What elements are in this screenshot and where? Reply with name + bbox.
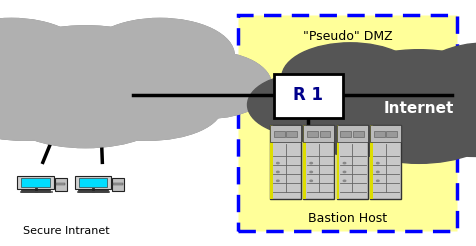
FancyBboxPatch shape <box>55 178 67 191</box>
Text: Bastion Host: Bastion Host <box>308 213 387 225</box>
Ellipse shape <box>0 18 86 92</box>
FancyBboxPatch shape <box>113 183 122 185</box>
Circle shape <box>277 162 279 164</box>
Text: R 1: R 1 <box>293 86 323 105</box>
FancyBboxPatch shape <box>238 15 457 231</box>
Circle shape <box>310 171 312 173</box>
Text: "Pseudo" DMZ: "Pseudo" DMZ <box>303 30 392 43</box>
FancyBboxPatch shape <box>337 125 367 142</box>
Ellipse shape <box>327 50 476 139</box>
Ellipse shape <box>0 26 185 122</box>
FancyBboxPatch shape <box>56 183 65 185</box>
Ellipse shape <box>0 52 24 118</box>
Ellipse shape <box>148 52 271 118</box>
FancyBboxPatch shape <box>307 131 318 137</box>
FancyBboxPatch shape <box>374 131 385 137</box>
FancyBboxPatch shape <box>370 125 373 199</box>
Circle shape <box>310 180 312 182</box>
FancyBboxPatch shape <box>270 125 301 199</box>
Ellipse shape <box>86 18 234 92</box>
FancyBboxPatch shape <box>340 131 351 137</box>
Circle shape <box>377 162 379 164</box>
Ellipse shape <box>0 52 24 118</box>
FancyBboxPatch shape <box>79 178 107 186</box>
FancyBboxPatch shape <box>337 125 367 199</box>
FancyBboxPatch shape <box>20 191 52 192</box>
FancyBboxPatch shape <box>370 125 401 142</box>
Ellipse shape <box>0 26 185 122</box>
Ellipse shape <box>345 101 476 163</box>
FancyBboxPatch shape <box>77 191 109 192</box>
FancyBboxPatch shape <box>274 131 285 137</box>
FancyBboxPatch shape <box>337 125 339 199</box>
FancyBboxPatch shape <box>18 176 54 189</box>
Ellipse shape <box>248 74 362 136</box>
FancyBboxPatch shape <box>112 178 124 191</box>
Ellipse shape <box>419 43 476 112</box>
FancyBboxPatch shape <box>270 125 301 142</box>
Circle shape <box>343 162 346 164</box>
Circle shape <box>377 171 379 173</box>
Text: Secure Intranet: Secure Intranet <box>23 226 110 236</box>
FancyBboxPatch shape <box>304 125 334 142</box>
Circle shape <box>377 180 379 182</box>
Circle shape <box>343 171 346 173</box>
FancyBboxPatch shape <box>270 125 273 199</box>
Ellipse shape <box>0 74 98 140</box>
Ellipse shape <box>293 94 430 156</box>
FancyBboxPatch shape <box>304 125 334 199</box>
Ellipse shape <box>0 18 86 92</box>
Ellipse shape <box>282 43 419 112</box>
FancyBboxPatch shape <box>370 125 401 199</box>
Text: Internet: Internet <box>384 101 454 116</box>
FancyBboxPatch shape <box>286 131 297 137</box>
Circle shape <box>277 171 279 173</box>
FancyBboxPatch shape <box>386 131 397 137</box>
Ellipse shape <box>73 74 222 140</box>
FancyBboxPatch shape <box>75 176 111 189</box>
Circle shape <box>310 162 312 164</box>
Ellipse shape <box>86 18 234 92</box>
Circle shape <box>343 180 346 182</box>
Ellipse shape <box>0 74 98 140</box>
Ellipse shape <box>407 94 476 156</box>
Ellipse shape <box>73 74 222 140</box>
FancyBboxPatch shape <box>304 125 306 199</box>
Ellipse shape <box>5 81 166 148</box>
FancyBboxPatch shape <box>319 131 330 137</box>
FancyBboxPatch shape <box>21 178 50 186</box>
FancyBboxPatch shape <box>353 131 364 137</box>
FancyBboxPatch shape <box>274 74 343 118</box>
Ellipse shape <box>148 52 271 118</box>
Ellipse shape <box>5 81 166 148</box>
Circle shape <box>277 180 279 182</box>
